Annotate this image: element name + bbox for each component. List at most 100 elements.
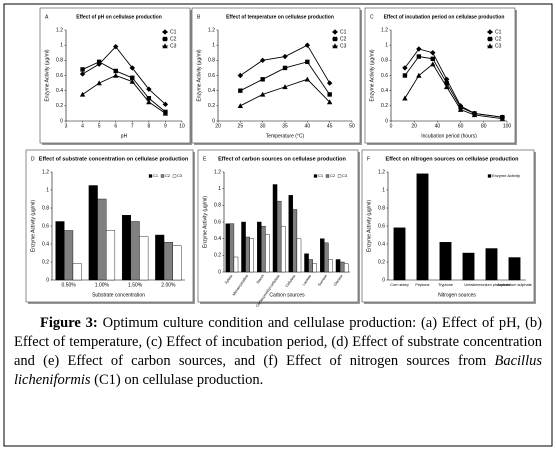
marker <box>443 84 450 90</box>
caption-species: Bacillus licheniformis <box>14 353 543 388</box>
y-tick-label: 0 <box>212 118 215 124</box>
y-tick-label: 0.2 <box>381 103 388 109</box>
legend-label: C3 <box>177 173 183 178</box>
bar <box>97 198 107 281</box>
x-tick-label: 7 <box>131 123 134 129</box>
x-tick-label: 60 <box>458 123 464 129</box>
y-tick-label: 0.4 <box>56 88 63 94</box>
x-axis-label: Carbon sources <box>269 292 305 298</box>
marker <box>416 46 422 52</box>
panel-letter: D <box>31 156 35 162</box>
panel-letter: F <box>367 156 370 162</box>
bar <box>229 223 235 273</box>
bar <box>265 234 270 273</box>
y-tick-label: 0 <box>382 277 385 283</box>
chart-title: Effect of temperature on cellulase produ… <box>226 14 334 20</box>
y-tick-label: 1 <box>382 187 385 193</box>
y-tick-label: 1 <box>385 42 388 48</box>
bar <box>292 209 298 273</box>
y-axis-label: Enzyme Activity (µg/ml) <box>44 49 50 101</box>
y-tick-label: 1.2 <box>214 169 221 175</box>
marker <box>96 61 102 67</box>
marker <box>79 91 86 97</box>
legend-label: C3 <box>342 173 348 178</box>
chart-title: Effect of incubation period on cellulase… <box>384 14 505 20</box>
x-tick-label: 0.50% <box>62 282 77 288</box>
marker <box>416 72 422 78</box>
legend-label: C2 <box>170 36 177 42</box>
bar <box>276 200 282 273</box>
y-tick-label: 0 <box>385 118 388 124</box>
y-tick-label: 1 <box>218 186 221 192</box>
y-axis-label: Enzyme Activity (µg/ml) <box>369 49 375 101</box>
bar <box>312 263 317 273</box>
chart-title: Effect on nitrogen sources on cellulase … <box>386 156 520 162</box>
x-tick-label: 20 <box>215 123 221 129</box>
chart-title: Effect of carbon sources on cellulase pr… <box>218 156 346 162</box>
legend-swatch <box>160 174 165 178</box>
y-tick-label: 0.2 <box>208 103 215 109</box>
bar <box>155 234 165 281</box>
legend-swatch <box>172 174 177 178</box>
panel-letter: C <box>370 14 374 20</box>
x-tick-label: Ammonium phosphate <box>473 283 511 287</box>
x-tick-label: Peptone <box>415 283 429 287</box>
bar <box>139 236 149 281</box>
bar <box>172 245 182 281</box>
x-tick-label: 2.00% <box>161 282 176 288</box>
marker <box>259 91 266 97</box>
x-tick-label: 100 <box>503 123 512 129</box>
bar <box>64 230 74 281</box>
y-tick-label: 0.8 <box>208 58 215 64</box>
caption-text: Optimum culture condition and cellulase … <box>14 315 543 369</box>
marker <box>146 99 152 105</box>
marker <box>282 65 288 71</box>
y-tick-label: 0.2 <box>378 259 385 265</box>
x-tick-label: 40 <box>305 123 311 129</box>
marker <box>96 80 102 86</box>
marker <box>146 96 152 101</box>
y-tick-label: 0.2 <box>214 253 221 259</box>
marker <box>332 36 338 42</box>
y-tick-label: 0.6 <box>378 223 385 229</box>
y-tick-label: 0.6 <box>56 73 63 79</box>
y-axis-label: Enzyme Activity (µg/ml) <box>202 196 208 248</box>
bar <box>257 221 262 273</box>
marker <box>282 84 288 90</box>
marker <box>113 72 119 78</box>
bar <box>304 253 309 273</box>
legend-label: C3 <box>495 43 502 49</box>
x-tick-label: 10 <box>179 123 185 129</box>
series-line <box>82 45 166 105</box>
x-axis-label: Temperature (°C) <box>266 133 305 139</box>
caption-label: Figure 3: <box>40 315 98 331</box>
x-tick-label: 9 <box>164 123 167 129</box>
bar <box>163 241 173 281</box>
bar <box>393 227 406 281</box>
y-tick-label: 0.4 <box>214 236 221 242</box>
bar <box>485 248 498 281</box>
x-tick-label: Glucose <box>333 274 344 287</box>
bar <box>241 221 246 273</box>
panel-letter: B <box>197 14 201 20</box>
x-axis-label: pH <box>121 133 128 139</box>
x-tick-label: 35 <box>282 123 288 129</box>
x-tick-label: 30 <box>260 123 266 129</box>
bar <box>462 252 475 281</box>
bar <box>249 238 254 273</box>
x-tick-label: 80 <box>481 123 487 129</box>
marker <box>430 50 436 56</box>
marker <box>79 71 86 77</box>
y-tick-label: 1 <box>46 187 49 193</box>
marker <box>129 65 135 71</box>
frame <box>3 3 553 447</box>
legend-swatch <box>148 174 153 178</box>
legend-label: C2 <box>495 36 502 42</box>
legend-swatch <box>337 174 342 178</box>
marker <box>113 43 119 50</box>
bar <box>343 263 349 273</box>
series-line <box>82 61 166 113</box>
x-tick-label: 8 <box>147 123 150 129</box>
x-tick-label: 0 <box>390 123 393 129</box>
y-tick-label: 0.2 <box>42 259 49 265</box>
